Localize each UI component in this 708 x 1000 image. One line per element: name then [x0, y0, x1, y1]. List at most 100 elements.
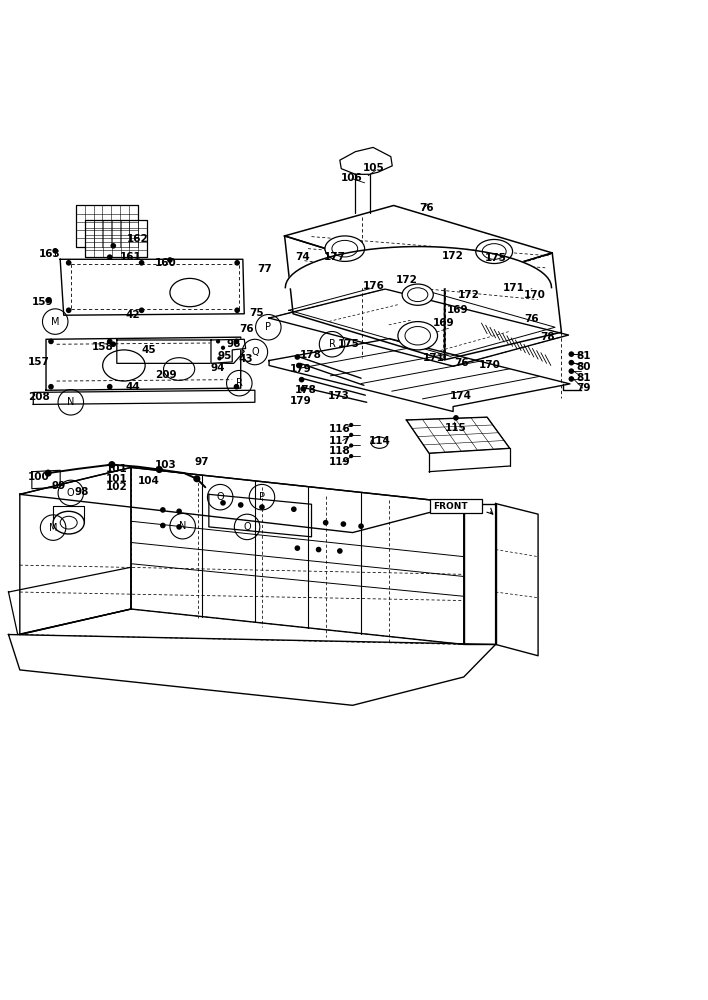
- Ellipse shape: [193, 475, 200, 482]
- Ellipse shape: [176, 508, 182, 514]
- Ellipse shape: [234, 260, 240, 266]
- Ellipse shape: [323, 520, 329, 525]
- Text: R: R: [329, 339, 336, 349]
- Text: 105: 105: [363, 163, 384, 173]
- Polygon shape: [269, 339, 570, 412]
- Polygon shape: [20, 467, 464, 533]
- Text: 115: 115: [445, 423, 466, 433]
- Text: R: R: [236, 378, 243, 388]
- Text: 178: 178: [295, 385, 316, 395]
- Ellipse shape: [176, 524, 182, 530]
- Ellipse shape: [569, 351, 574, 357]
- Text: 162: 162: [127, 234, 148, 244]
- Text: 119: 119: [329, 457, 350, 467]
- Ellipse shape: [337, 548, 343, 554]
- Text: 172: 172: [396, 275, 418, 285]
- Ellipse shape: [52, 248, 58, 254]
- Ellipse shape: [45, 298, 51, 303]
- Ellipse shape: [110, 243, 116, 249]
- Text: 101: 101: [106, 474, 127, 484]
- Ellipse shape: [295, 354, 300, 360]
- FancyBboxPatch shape: [430, 499, 482, 513]
- Text: 169: 169: [433, 318, 455, 328]
- Ellipse shape: [234, 339, 239, 344]
- Text: 175: 175: [485, 253, 506, 263]
- Polygon shape: [285, 205, 552, 285]
- Text: 171: 171: [423, 353, 444, 363]
- Ellipse shape: [110, 341, 116, 347]
- Text: 97: 97: [195, 457, 209, 467]
- Text: P: P: [266, 322, 271, 332]
- Text: 172: 172: [442, 251, 463, 261]
- Text: N: N: [179, 521, 186, 531]
- Text: 102: 102: [106, 482, 127, 492]
- Text: 160: 160: [155, 258, 176, 268]
- Polygon shape: [285, 236, 445, 360]
- Text: 179: 179: [290, 396, 311, 406]
- Ellipse shape: [341, 521, 346, 527]
- Text: 78: 78: [541, 332, 555, 342]
- Text: M: M: [51, 317, 59, 327]
- Ellipse shape: [349, 433, 353, 437]
- Ellipse shape: [53, 511, 84, 534]
- Text: 176: 176: [363, 281, 384, 291]
- Text: 172: 172: [458, 290, 479, 300]
- Text: 175: 175: [338, 339, 359, 349]
- Text: 43: 43: [239, 354, 253, 364]
- Polygon shape: [269, 289, 569, 366]
- Polygon shape: [340, 147, 392, 174]
- Text: 98: 98: [74, 487, 88, 497]
- Text: 173: 173: [328, 391, 349, 401]
- Text: O: O: [67, 488, 74, 498]
- Ellipse shape: [45, 470, 52, 477]
- Text: 114: 114: [369, 436, 390, 446]
- Ellipse shape: [569, 368, 574, 374]
- Ellipse shape: [107, 254, 113, 260]
- Text: 101: 101: [106, 464, 127, 474]
- Ellipse shape: [107, 339, 113, 344]
- Polygon shape: [60, 259, 244, 315]
- Ellipse shape: [234, 384, 239, 390]
- Polygon shape: [464, 504, 496, 644]
- Polygon shape: [406, 417, 510, 453]
- Polygon shape: [8, 567, 131, 635]
- Text: 169: 169: [447, 305, 469, 315]
- Text: O: O: [217, 492, 224, 502]
- Polygon shape: [8, 635, 496, 705]
- Text: 76: 76: [239, 324, 253, 334]
- Polygon shape: [445, 253, 561, 360]
- Ellipse shape: [48, 339, 54, 344]
- Text: 209: 209: [155, 370, 176, 380]
- Polygon shape: [285, 247, 552, 288]
- Ellipse shape: [291, 506, 297, 512]
- Ellipse shape: [238, 502, 244, 508]
- Ellipse shape: [48, 384, 54, 390]
- Text: Q: Q: [244, 522, 251, 532]
- Text: Q: Q: [251, 347, 258, 357]
- Ellipse shape: [108, 461, 115, 468]
- Ellipse shape: [66, 260, 72, 266]
- Ellipse shape: [107, 384, 113, 390]
- Text: 106: 106: [341, 173, 362, 183]
- Text: 76: 76: [525, 314, 539, 324]
- Text: 170: 170: [525, 290, 546, 300]
- Text: 100: 100: [28, 472, 50, 482]
- Bar: [85, 220, 147, 257]
- Text: 117: 117: [329, 436, 350, 446]
- Ellipse shape: [220, 500, 226, 506]
- Polygon shape: [117, 340, 244, 363]
- Ellipse shape: [296, 363, 302, 368]
- Text: FRONT: FRONT: [433, 502, 467, 511]
- Polygon shape: [496, 504, 538, 656]
- Ellipse shape: [476, 239, 513, 264]
- Text: 44: 44: [126, 382, 140, 392]
- Ellipse shape: [66, 307, 72, 313]
- Text: 42: 42: [126, 310, 140, 320]
- Text: N: N: [67, 397, 74, 407]
- Text: 94: 94: [211, 363, 225, 373]
- Ellipse shape: [221, 346, 225, 350]
- Text: 170: 170: [479, 360, 501, 370]
- Ellipse shape: [217, 356, 222, 361]
- Ellipse shape: [167, 257, 173, 263]
- Ellipse shape: [569, 360, 574, 365]
